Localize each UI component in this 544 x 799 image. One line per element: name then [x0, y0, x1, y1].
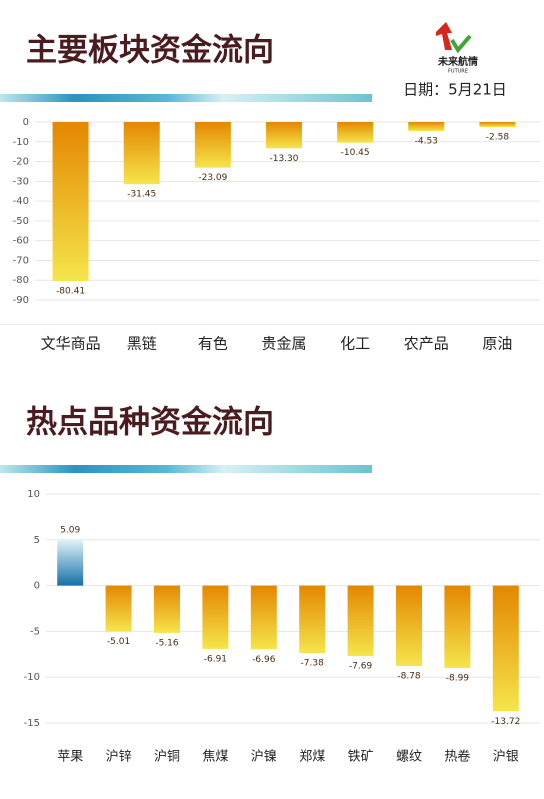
bar: [444, 585, 471, 668]
x-tick-label: 黑链: [127, 335, 157, 353]
bar: [299, 585, 326, 654]
y-tick-label: -10: [24, 672, 40, 683]
bar: [57, 538, 84, 586]
bar: [250, 585, 277, 650]
y-tick-label: -40: [13, 196, 29, 207]
x-tick-label: 螺纹: [396, 750, 422, 765]
y-tick-label: -90: [13, 295, 29, 306]
x-tick-label: 沪镍: [251, 749, 277, 765]
y-tick-label: -10: [13, 137, 29, 148]
value-label: -23.09: [198, 173, 227, 183]
value-label: -13.30: [269, 154, 298, 164]
decor-stripe: [0, 94, 372, 102]
divider: [0, 324, 544, 325]
x-tick-label: 有色: [198, 335, 228, 353]
value-label: -4.53: [415, 136, 438, 146]
bar: [347, 585, 374, 657]
x-tick-label: 焦煤: [202, 750, 228, 765]
logo-arrow: [436, 22, 452, 50]
value-label: -31.45: [127, 190, 156, 200]
y-tick-label: 0: [23, 117, 29, 128]
y-tick-label: -5: [30, 626, 40, 637]
y-tick-label: -20: [13, 157, 29, 168]
x-tick-label: 沪银: [493, 749, 519, 765]
y-tick-label: -15: [24, 718, 40, 729]
x-tick-label: 沪铜: [154, 749, 180, 765]
bar: [492, 585, 519, 712]
x-tick-label: 苹果: [57, 750, 83, 765]
chart-title: 主要板块资金流向: [26, 33, 274, 69]
value-label: -5.16: [155, 638, 179, 648]
value-label: 5.09: [60, 525, 80, 535]
y-tick-label: -50: [13, 216, 29, 227]
x-tick-label: 郑煤: [299, 750, 325, 765]
y-tick-label: -80: [13, 275, 29, 286]
x-tick-label: 化工: [340, 335, 370, 353]
y-tick-label: -30: [13, 176, 29, 187]
value-label: -13.72: [491, 717, 520, 727]
logo-sub: FUTURE: [448, 69, 468, 75]
value-label: -8.99: [446, 673, 470, 683]
value-label: -6.96: [252, 655, 276, 665]
logo-check: [450, 34, 472, 54]
y-tick-label: -60: [13, 236, 29, 247]
chart-title: 热点品种资金流向: [26, 405, 274, 441]
value-label: -7.38: [301, 659, 325, 669]
bar: [123, 122, 160, 185]
date: 日期：5月21日: [403, 81, 507, 99]
x-tick-label: 热卷: [444, 749, 470, 765]
decor-stripe: [0, 465, 372, 473]
y-tick-label: 0: [34, 581, 40, 592]
logo: 未来航情 FUTURE: [436, 22, 478, 75]
logo-name: 未来航情: [437, 55, 478, 68]
bar: [479, 122, 516, 128]
bar: [408, 122, 445, 131]
bar: [337, 122, 374, 143]
bar: [266, 122, 302, 149]
bar: [154, 585, 180, 633]
value-label: -7.69: [349, 662, 373, 672]
value-label: -6.91: [204, 654, 227, 664]
value-label: -80.41: [56, 287, 85, 297]
bar: [202, 585, 229, 649]
x-tick-label: 铁矿: [348, 750, 374, 765]
bar: [105, 585, 132, 632]
bar: [52, 122, 89, 282]
x-tick-label: 农产品: [404, 335, 449, 353]
value-label: -5.01: [107, 637, 130, 647]
x-tick-label: 原油: [482, 335, 512, 353]
x-tick-label: 贵金属: [261, 335, 306, 353]
y-tick-label: 10: [27, 489, 40, 500]
x-tick-label: 文华商品: [41, 335, 101, 353]
bar: [194, 122, 231, 168]
y-tick-label: 5: [34, 535, 40, 546]
bar: [396, 585, 422, 667]
value-label: -10.45: [341, 148, 370, 158]
x-tick-label: 沪锌: [106, 749, 132, 765]
value-label: -8.78: [397, 672, 421, 682]
y-tick-label: -70: [13, 255, 29, 266]
value-label: -2.58: [486, 133, 510, 143]
